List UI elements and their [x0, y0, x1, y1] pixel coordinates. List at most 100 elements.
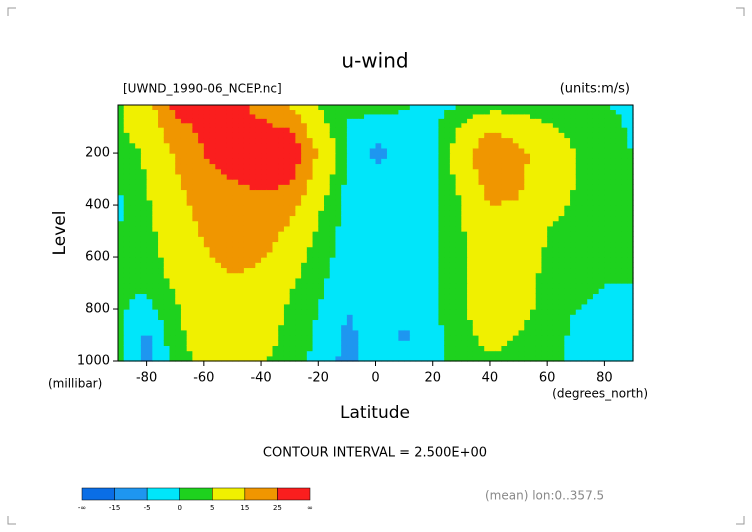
contour-cell: [627, 210, 634, 217]
contour-cell: [558, 324, 565, 331]
contour-cell: [444, 205, 451, 211]
contour-cell: [421, 319, 428, 326]
contour-cell: [552, 199, 560, 206]
contour-cell: [615, 210, 623, 217]
contour-cell: [341, 355, 348, 362]
contour-cell: [472, 215, 480, 222]
contour-cell: [392, 324, 399, 331]
contour-cell: [604, 283, 611, 289]
contour-cell: [266, 329, 274, 336]
contour-cell: [295, 241, 302, 248]
contour-cell: [198, 118, 205, 124]
contour-cell: [135, 113, 142, 119]
contour-cell: [306, 303, 314, 310]
contour-cell: [564, 231, 571, 237]
contour-cell: [449, 137, 457, 144]
contour-cell: [135, 118, 142, 124]
contour-cell: [186, 163, 193, 170]
contour-cell: [484, 231, 491, 237]
contour-cell: [604, 340, 611, 347]
contour-cell: [295, 184, 302, 191]
contour-cell: [404, 158, 411, 165]
contour-cell: [295, 257, 302, 263]
contour-cell: [266, 132, 274, 139]
contour-cell: [427, 194, 434, 201]
contour-cell: [129, 168, 136, 175]
contour-cell: [169, 345, 176, 352]
contour-cell: [152, 319, 159, 326]
contour-cell: [341, 132, 348, 139]
contour-cell: [289, 319, 296, 326]
contour-cell: [146, 277, 153, 284]
contour-cell: [278, 340, 285, 347]
contour-cell: [232, 319, 239, 326]
contour-cell: [261, 147, 268, 154]
contour-cell: [192, 340, 199, 347]
contour-cell: [615, 283, 623, 289]
contour-cell: [381, 340, 388, 347]
contour-cell: [163, 251, 171, 258]
contour-cell: [146, 215, 153, 222]
contour-cell: [552, 105, 560, 111]
contour-cell: [192, 272, 199, 279]
contour-cell: [484, 179, 491, 185]
contour-cell: [581, 118, 588, 124]
contour-cell: [158, 215, 165, 222]
contour-cell: [610, 168, 617, 175]
contour-cell: [198, 329, 205, 336]
contour-cell: [512, 246, 520, 253]
contour-cell: [461, 184, 468, 191]
contour-cell: [541, 272, 548, 279]
contour-cell: [495, 113, 502, 119]
contour-cell: [180, 257, 188, 263]
contour-cell: [461, 158, 468, 165]
contour-cell: [386, 225, 394, 232]
contour-cell: [449, 147, 457, 154]
contour-cell: [495, 153, 502, 159]
contour-cell: [352, 272, 359, 279]
contour-cell: [186, 199, 193, 206]
contour-cell: [421, 335, 428, 341]
contour-cell: [381, 241, 388, 248]
contour-cell: [140, 335, 148, 341]
contour-cell: [329, 122, 337, 128]
contour-cell: [238, 298, 245, 305]
contour-cell: [507, 340, 514, 347]
contour-cell: [243, 142, 251, 149]
contour-cell: [261, 205, 268, 211]
contour-cell: [552, 236, 560, 243]
contour-cell: [209, 267, 216, 274]
contour-cell: [152, 215, 159, 222]
contour-cell: [484, 293, 491, 300]
contour-cell: [472, 189, 480, 196]
contour-cell: [415, 147, 422, 154]
contour-cell: [249, 220, 256, 227]
contour-cell: [444, 122, 451, 128]
contour-cell: [512, 153, 520, 159]
contour-cell: [261, 215, 268, 222]
contour-cell: [621, 314, 628, 321]
contour-cell: [381, 324, 388, 331]
contour-cell: [175, 163, 182, 170]
contour-cell: [507, 113, 514, 119]
contour-cell: [552, 329, 560, 336]
contour-cell: [180, 303, 188, 310]
contour-cell: [369, 335, 377, 341]
contour-cell: [140, 215, 148, 222]
contour-cell: [163, 194, 171, 201]
contour-cell: [398, 220, 405, 227]
contour-cell: [484, 335, 491, 341]
contour-cell: [123, 251, 131, 258]
contour-cell: [146, 147, 153, 154]
contour-cell: [324, 262, 331, 269]
contour-cell: [615, 189, 623, 196]
contour-cell: [341, 231, 348, 237]
contour-cell: [186, 220, 193, 227]
contour-cell: [352, 236, 359, 243]
contour-cell: [444, 127, 451, 133]
contour-cell: [232, 122, 239, 128]
contour-cell: [186, 137, 193, 144]
contour-cell: [301, 293, 308, 300]
contour-cell: [467, 179, 474, 185]
contour-cell: [261, 267, 268, 274]
